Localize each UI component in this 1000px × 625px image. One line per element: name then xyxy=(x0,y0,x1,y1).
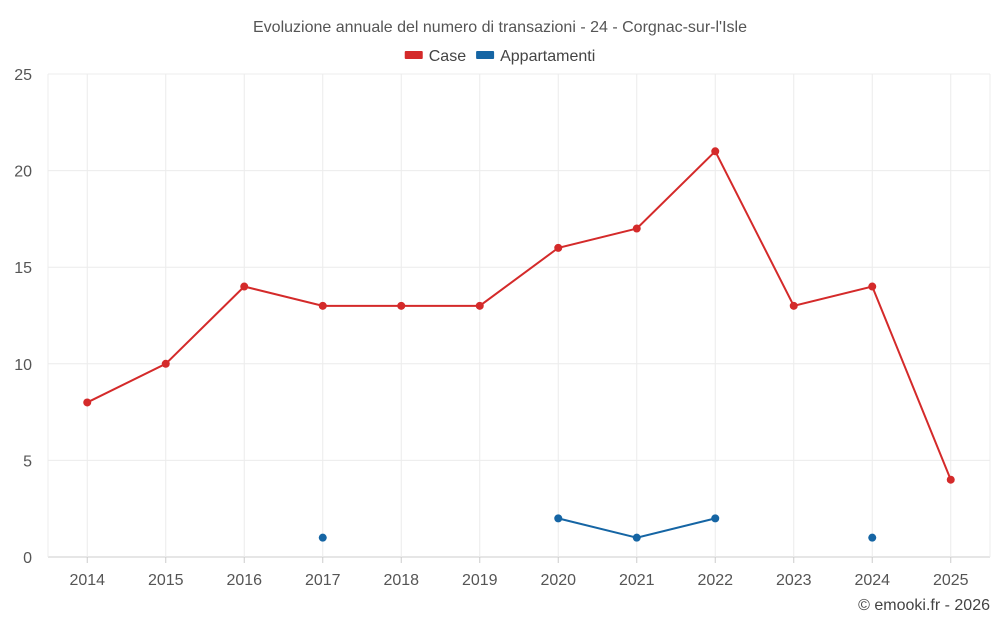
data-point[interactable] xyxy=(632,533,641,542)
x-tick-label: 2017 xyxy=(305,572,341,589)
data-point[interactable] xyxy=(83,398,92,407)
legend-swatch xyxy=(404,51,423,59)
x-tick-label: 2024 xyxy=(854,572,890,589)
data-point[interactable] xyxy=(946,475,955,484)
y-tick-label: 10 xyxy=(14,357,32,374)
data-point[interactable] xyxy=(789,301,798,310)
legend: Case Appartamenti xyxy=(404,48,595,65)
legend-swatch xyxy=(476,51,495,59)
data-point[interactable] xyxy=(868,533,877,542)
legend-label[interactable]: Case xyxy=(429,48,466,65)
series-appartamenti xyxy=(318,514,877,542)
legend-label[interactable]: Appartamenti xyxy=(500,48,595,65)
data-point[interactable] xyxy=(240,282,249,291)
data-point[interactable] xyxy=(475,301,484,310)
data-point[interactable] xyxy=(554,514,563,523)
data-point[interactable] xyxy=(711,514,720,523)
y-tick-label: 20 xyxy=(14,164,32,181)
data-point[interactable] xyxy=(632,224,641,233)
x-tick-label: 2022 xyxy=(697,572,733,589)
footer-credit: © emooki.fr - 2026 xyxy=(858,597,990,614)
y-tick-label: 5 xyxy=(23,453,32,470)
x-tick-label: 2021 xyxy=(619,572,655,589)
x-tick-label: 2025 xyxy=(933,572,969,589)
chart-title: Evoluzione annuale del numero di transaz… xyxy=(253,19,747,36)
y-tick-label: 0 xyxy=(23,550,32,567)
series-case xyxy=(83,147,955,484)
x-axis-ticks: 2014 2015 2016 2017 2018 2019 2020 2021 2022 2023… xyxy=(69,557,969,589)
x-tick-label: 2015 xyxy=(148,572,184,589)
y-tick-label: 25 xyxy=(14,67,32,84)
data-point[interactable] xyxy=(868,282,877,291)
data-point[interactable] xyxy=(554,243,563,252)
y-tick-label: 15 xyxy=(14,260,32,277)
y-axis-ticks: 0 5 10 15 20 25 xyxy=(14,67,32,567)
x-tick-label: 2023 xyxy=(776,572,812,589)
data-point[interactable] xyxy=(161,359,170,368)
x-tick-label: 2019 xyxy=(462,572,498,589)
x-tick-label: 2016 xyxy=(226,572,262,589)
grid xyxy=(47,73,991,558)
data-point[interactable] xyxy=(318,301,327,310)
data-point[interactable] xyxy=(318,533,327,542)
series-line xyxy=(86,149,952,481)
x-tick-label: 2020 xyxy=(540,572,576,589)
data-point[interactable] xyxy=(711,147,720,156)
x-tick-label: 2018 xyxy=(383,572,419,589)
x-tick-label: 2014 xyxy=(69,572,105,589)
data-point[interactable] xyxy=(397,301,406,310)
series-group xyxy=(83,147,955,542)
